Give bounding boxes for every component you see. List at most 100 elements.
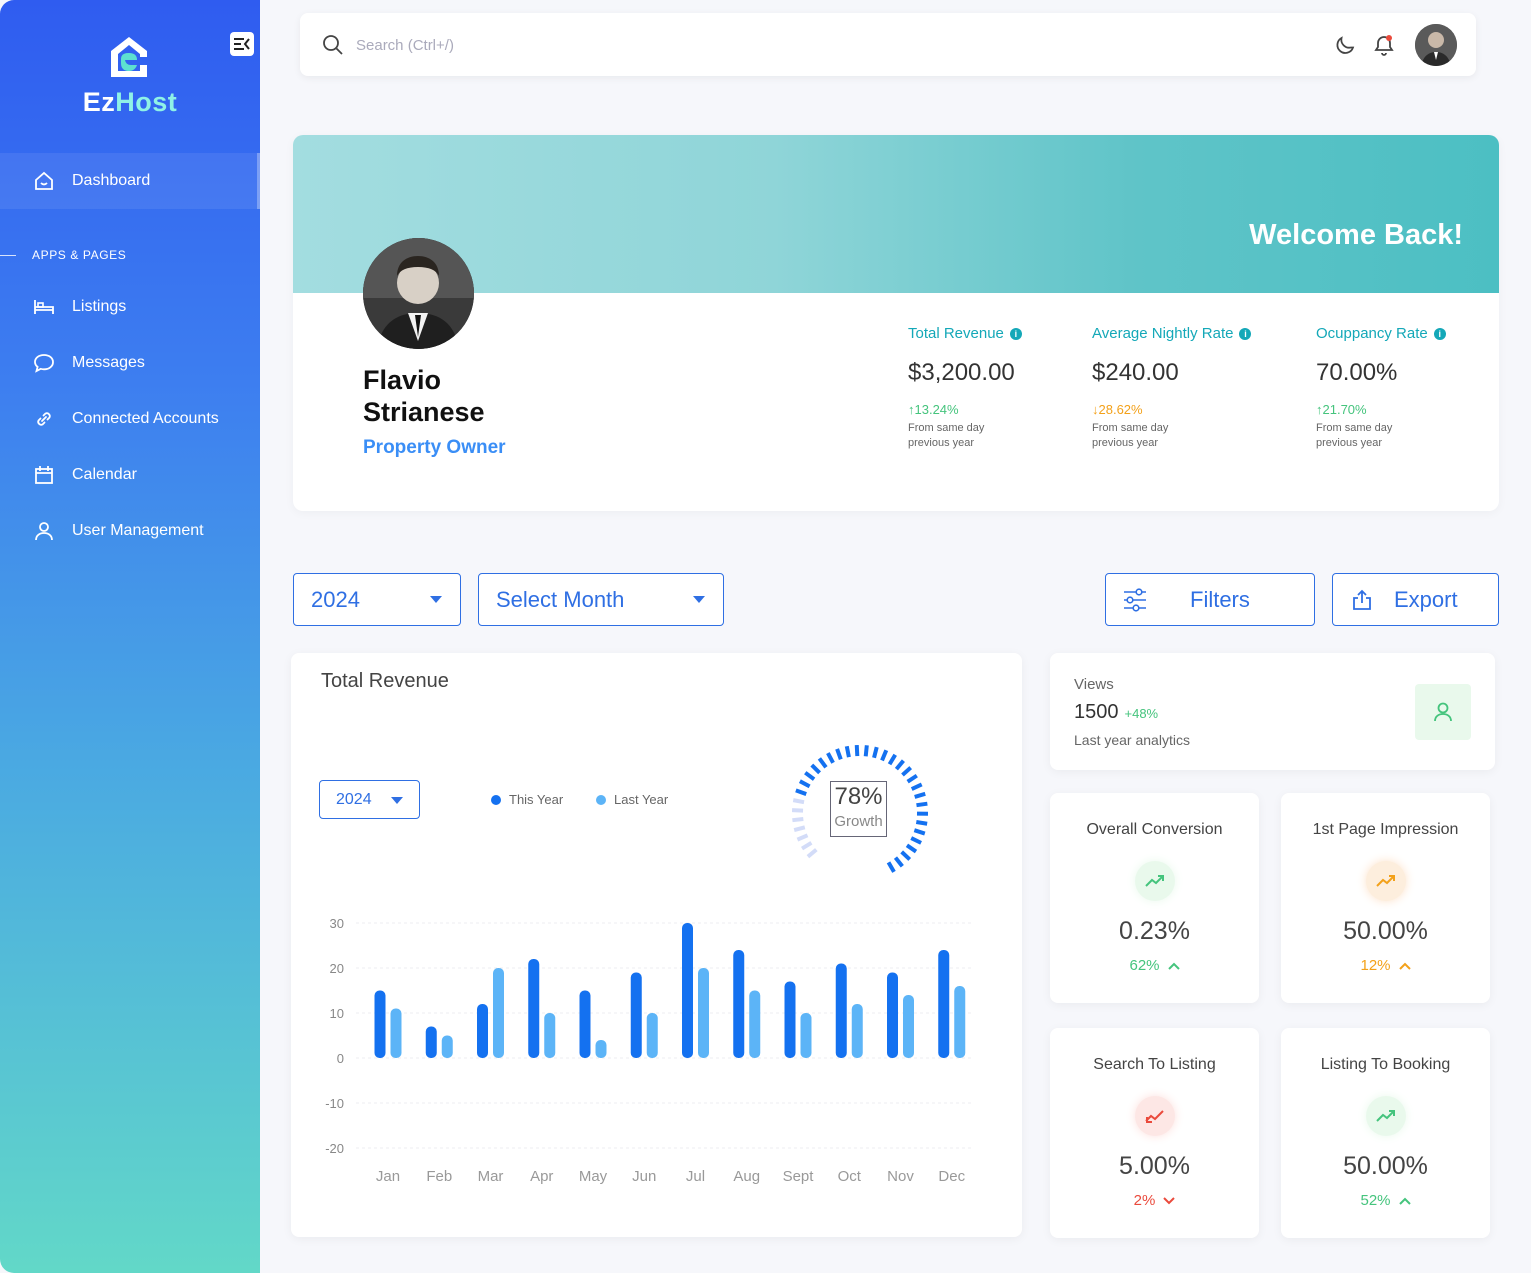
gauge-tick <box>854 744 860 757</box>
bar-last-year-nov[interactable] <box>903 995 914 1058</box>
sidebar-item-listings[interactable]: Listings <box>0 279 260 335</box>
bar-this-year-jun[interactable] <box>630 972 642 1059</box>
bar-last-year-may[interactable] <box>595 1040 607 1058</box>
gauge-tick <box>844 745 851 758</box>
trend-down-icon <box>1134 1096 1175 1136</box>
arrow-down-icon: ↓ <box>1092 402 1099 417</box>
bar-last-year-jul[interactable] <box>698 968 709 1058</box>
chevron-up-icon <box>1398 1194 1411 1208</box>
views-user-icon <box>1415 684 1471 740</box>
bar-this-year-oct[interactable] <box>835 963 847 1059</box>
sidebar-item-label: Calendar <box>72 466 137 483</box>
bar-last-year-aug[interactable] <box>749 990 761 1059</box>
user-avatar[interactable] <box>1415 24 1457 66</box>
export-button[interactable]: Export <box>1332 573 1499 626</box>
bar-this-year-sept[interactable] <box>784 981 796 1059</box>
sidebar-item-label: Listings <box>72 298 127 315</box>
sidebar-item-label: Dashboard <box>72 172 151 189</box>
filters-button[interactable]: Filters <box>1105 573 1315 626</box>
collapse-sidebar-button[interactable] <box>230 32 254 56</box>
stat-label: Average Nightly Rate i <box>1092 325 1272 342</box>
brand-logo[interactable]: EzHost <box>75 30 185 125</box>
chart-year-dropdown[interactable]: 2024 <box>319 780 420 819</box>
search-icon <box>323 35 343 55</box>
notifications-button[interactable] <box>1372 33 1396 57</box>
search-input[interactable] <box>356 31 856 59</box>
stat-average-nightly-rate: Average Nightly Rate i $240.00 ↓28.62% Fr… <box>1092 325 1272 451</box>
x-tick-label: Nov <box>887 1168 914 1185</box>
sidebar-item-messages[interactable]: Messages <box>0 335 260 391</box>
legend-this-year[interactable]: This Year <box>491 792 563 807</box>
views-label: Views <box>1074 676 1114 693</box>
bar-last-year-feb[interactable] <box>441 1035 453 1059</box>
sidebar-item-user-management[interactable]: User Management <box>0 503 260 559</box>
revenue-card-title: Total Revenue <box>321 670 449 692</box>
info-icon[interactable]: i <box>1433 327 1446 340</box>
caret-down-icon <box>391 797 403 804</box>
metric-change: 12% <box>1281 957 1490 974</box>
sidebar-item-label: User Management <box>72 522 204 539</box>
gauge-tick <box>915 820 928 826</box>
gauge-tick <box>792 817 804 823</box>
sidebar-item-dashboard[interactable]: Dashboard <box>0 153 260 209</box>
gauge-value: 78% <box>834 783 883 810</box>
y-tick-label: -20 <box>325 1141 344 1156</box>
bar-this-year-jul[interactable] <box>682 923 693 1058</box>
sidebar-item-label: Messages <box>72 354 145 371</box>
gauge-tick <box>835 748 843 761</box>
month-dropdown-value: Select Month <box>496 586 625 612</box>
bar-last-year-oct[interactable] <box>851 1004 863 1058</box>
sidebar-section-label: APPS & PAGES <box>32 248 127 262</box>
bar-last-year-dec[interactable] <box>954 986 966 1058</box>
gauge-tick <box>793 825 806 833</box>
bell-icon <box>1374 35 1394 56</box>
metric-title: Listing To Booking <box>1320 1056 1451 1073</box>
x-tick-label: Jun <box>632 1168 656 1185</box>
info-icon[interactable]: i <box>1239 327 1252 340</box>
x-tick-label: Sept <box>783 1168 815 1185</box>
bar-last-year-jan[interactable] <box>390 1008 402 1059</box>
stat-value: $3,200.00 <box>908 359 1015 386</box>
gauge-tick <box>826 752 835 764</box>
profile-banner <box>293 135 1499 293</box>
trend-up-icon <box>1365 1096 1406 1136</box>
moon-icon <box>1336 36 1355 54</box>
bar-this-year-feb[interactable] <box>425 1026 437 1059</box>
bar-last-year-mar[interactable] <box>493 968 504 1058</box>
bar-this-year-mar[interactable] <box>477 1004 488 1058</box>
legend-last-year[interactable]: Last Year <box>596 792 668 807</box>
bar-this-year-nov[interactable] <box>887 972 898 1059</box>
legend-swatch <box>596 794 606 805</box>
bar-last-year-jun[interactable] <box>646 1013 658 1058</box>
info-icon[interactable]: i <box>1009 327 1022 340</box>
stat-label: Total Revenue i <box>908 325 1088 342</box>
x-tick-label: Oct <box>838 1168 862 1185</box>
x-tick-label: Jul <box>686 1168 705 1185</box>
views-change: +48% <box>1124 706 1159 721</box>
calendar-icon <box>33 464 55 486</box>
bar-last-year-sept[interactable] <box>800 1013 812 1058</box>
sidebar-item-label: Connected Accounts <box>72 410 219 427</box>
dark-mode-toggle[interactable] <box>1332 33 1356 57</box>
gauge-tick <box>914 791 926 799</box>
bar-this-year-apr[interactable] <box>528 959 540 1058</box>
bar-this-year-jan[interactable] <box>374 990 386 1059</box>
gauge-tick <box>792 798 805 805</box>
sidebar-item-calendar[interactable]: Calendar <box>0 447 260 503</box>
x-tick-label: Apr <box>530 1168 553 1185</box>
y-tick-label: 0 <box>337 1051 344 1066</box>
metric-title: Search To Listing <box>1093 1056 1216 1073</box>
month-dropdown[interactable]: Select Month <box>478 573 724 626</box>
bar-this-year-may[interactable] <box>579 990 591 1059</box>
profile-photo-icon <box>363 238 474 349</box>
arrow-up-icon: ↑ <box>1316 402 1323 417</box>
bar-this-year-dec[interactable] <box>938 950 950 1058</box>
metric-card-search-to-listing: Search To Listing 5.00% 2% <box>1050 1028 1259 1238</box>
chevron-up-icon <box>1398 959 1411 973</box>
bar-this-year-aug[interactable] <box>733 950 745 1058</box>
sidebar-item-connected-accounts[interactable]: Connected Accounts <box>0 391 260 447</box>
stat-value: $240.00 <box>1092 359 1179 386</box>
welcome-heading: Welcome Back! <box>1249 219 1463 251</box>
bar-last-year-apr[interactable] <box>544 1013 556 1058</box>
year-dropdown[interactable]: 2024 <box>293 573 461 626</box>
